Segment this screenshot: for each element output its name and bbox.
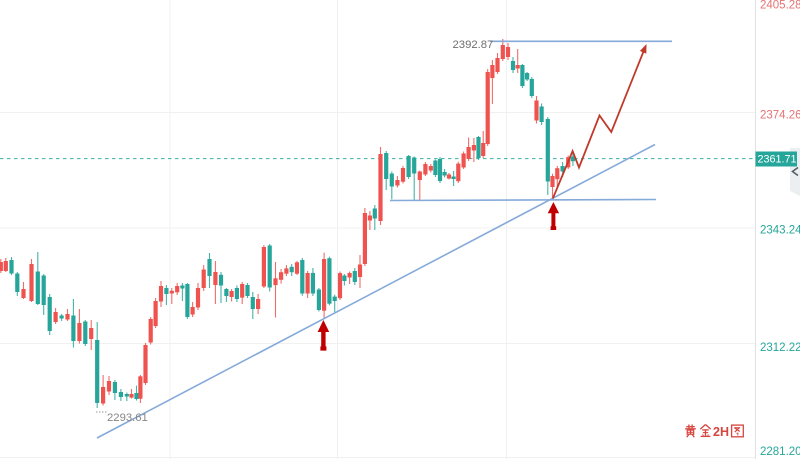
svg-text:2343.24: 2343.24 — [760, 225, 800, 237]
svg-text:2405.28: 2405.28 — [760, 0, 800, 12]
svg-text:2281.20: 2281.20 — [760, 446, 800, 458]
svg-text:2392.87: 2392.87 — [453, 39, 494, 51]
svg-text:2374.26: 2374.26 — [760, 110, 800, 122]
svg-text:2H: 2H — [713, 425, 729, 439]
svg-text:2312.22: 2312.22 — [760, 342, 800, 354]
svg-text:2361.71: 2361.71 — [758, 154, 797, 166]
svg-text:2293.61: 2293.61 — [107, 412, 148, 424]
